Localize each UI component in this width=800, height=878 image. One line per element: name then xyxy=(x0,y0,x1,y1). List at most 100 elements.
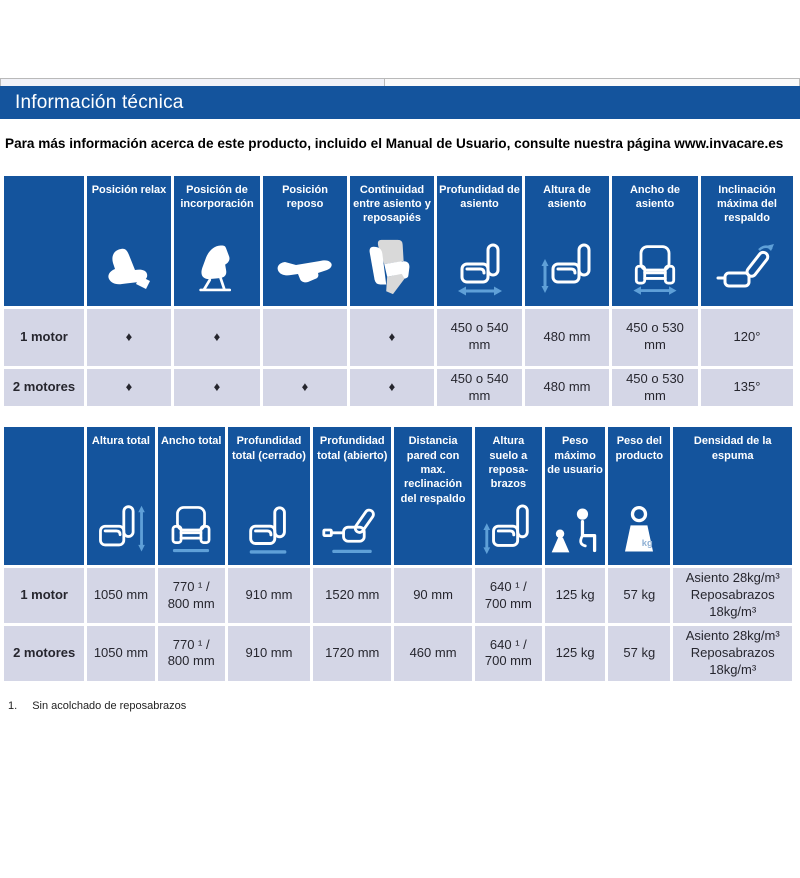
spec-cell: 480 mm xyxy=(525,368,609,407)
spec-cell: 770 ¹ / 800 mm xyxy=(157,626,225,681)
recliner-relax-icon xyxy=(87,243,171,299)
product-weight-icon: kg xyxy=(608,502,670,558)
remnant-cell-left xyxy=(1,79,386,86)
depth-open-icon xyxy=(313,502,391,558)
col-ancho-total: Ancho total xyxy=(157,427,225,566)
column-label: Profundidad de asiento xyxy=(439,183,520,210)
row-label: 2 motores xyxy=(4,368,84,407)
col-peso-maximo-usuario: Peso máximo de usuario xyxy=(544,427,606,566)
seat-height-icon xyxy=(525,241,609,299)
spec-cell: 1720 mm xyxy=(313,626,392,681)
spec-cell: 640 ¹ / 700 mm xyxy=(474,568,542,624)
row-label: 2 motores xyxy=(4,626,85,681)
spec-cell: 450 o 540 mm xyxy=(437,308,522,366)
spec-cell: ♦ xyxy=(174,308,260,366)
spec-cell: 450 o 530 mm xyxy=(612,308,698,366)
col-profundidad-cerrado: Profundidad total (cerrado) xyxy=(227,427,311,566)
col-altura-suelo-reposabrazos: Altura suelo a reposa-brazos xyxy=(474,427,542,566)
page-title: Información técnica xyxy=(15,91,184,113)
spec-cell: 450 o 530 mm xyxy=(612,368,698,407)
spec-cell: 1520 mm xyxy=(313,568,392,624)
column-label: Posición relax xyxy=(91,183,167,196)
column-label: Altura total xyxy=(91,435,150,448)
remnant-cell-right xyxy=(385,79,799,86)
spec-cell: ♦ xyxy=(87,368,171,407)
seat-width-icon xyxy=(612,241,698,299)
column-label: Posición reposo xyxy=(282,183,328,210)
spec-cell: Asiento 28kg/m³ Reposabrazos 18kg/m³ xyxy=(673,568,792,624)
backrest-recline-icon xyxy=(701,242,793,290)
section-title-bar: Información técnica xyxy=(0,86,800,119)
col-peso-producto: Peso del producto kg xyxy=(608,427,671,566)
spec-cell: 460 mm xyxy=(394,626,472,681)
spec-cell: Asiento 28kg/m³ Reposabrazos 18kg/m³ xyxy=(673,626,792,681)
column-label: Peso del producto xyxy=(615,435,664,462)
floor-to-armrest-icon xyxy=(475,502,542,558)
column-label: Profundidad total (abierto) xyxy=(317,435,388,462)
spec-cell: 450 o 540 mm xyxy=(437,368,522,407)
column-label: Ancho total xyxy=(160,435,222,448)
spec-cell: 120° xyxy=(701,308,793,366)
column-label: Peso máximo de usuario xyxy=(547,435,603,477)
total-height-icon xyxy=(87,502,154,558)
column-label: Continuidad entre asiento y reposapiés xyxy=(353,183,431,225)
recliner-rest-icon xyxy=(263,244,347,288)
seat-depth-icon xyxy=(437,241,522,299)
col-ancho-asiento: Ancho de asiento xyxy=(612,175,698,306)
footnote: 1. Sin acolchado de reposabrazos xyxy=(8,700,800,712)
column-label: Altura de asiento xyxy=(543,183,591,210)
spec-cell: 640 ¹ / 700 mm xyxy=(474,626,542,681)
col-posicion-relax: Posición relax xyxy=(87,175,171,306)
spec-cell: 125 kg xyxy=(544,626,606,681)
row-label: 1 motor xyxy=(4,568,85,624)
spec-cell: 57 kg xyxy=(608,568,671,624)
spec-cell: ♦ xyxy=(263,368,347,407)
column-label: Altura suelo a reposa-brazos xyxy=(488,435,529,491)
positions-table: Posición relax Posición de incorporación… xyxy=(1,173,796,410)
col-posicion-incorporacion: Posición de incorporación xyxy=(174,175,260,306)
spec-cell: 135° xyxy=(701,368,793,407)
dimensions-table: Altura total Ancho total xyxy=(1,424,795,683)
recliner-lift-icon xyxy=(174,241,260,299)
spec-cell: ♦ xyxy=(174,368,260,407)
depth-closed-icon xyxy=(228,502,310,558)
column-label: Distancia pared con max. reclinación del… xyxy=(400,435,466,505)
column-label: Inclinación máxima del respaldo xyxy=(717,183,777,225)
spec-cell: ♦ xyxy=(350,308,434,366)
spec-cell: ♦ xyxy=(350,368,434,407)
column-label: Ancho de asiento xyxy=(629,183,681,210)
corner-cell xyxy=(4,427,85,566)
footnote-number: 1. xyxy=(8,699,18,712)
spec-cell: ♦ xyxy=(87,308,171,366)
spec-cell: 910 mm xyxy=(227,626,311,681)
corner-cell xyxy=(4,175,84,306)
spec-cell: 90 mm xyxy=(394,568,472,624)
col-posicion-reposo: Posición reposo xyxy=(263,175,347,306)
spec-cell: 480 mm xyxy=(525,308,609,366)
col-profundidad-asiento: Profundidad de asiento xyxy=(437,175,522,306)
col-continuidad-asiento-reposapies: Continuidad entre asiento y reposapiés xyxy=(350,175,434,306)
row-label: 1 motor xyxy=(4,308,84,366)
col-inclinacion-respaldo: Inclinación máxima del respaldo xyxy=(701,175,793,306)
total-width-icon xyxy=(158,502,225,558)
spec-cell: 57 kg xyxy=(608,626,671,681)
max-user-weight-icon xyxy=(545,502,605,558)
spec-cell: 1050 mm xyxy=(87,568,155,624)
cropped-table-remnant xyxy=(0,78,800,86)
spec-cell: 125 kg xyxy=(544,568,606,624)
intro-text: Para más información acerca de este prod… xyxy=(5,136,784,151)
spec-cell: 910 mm xyxy=(227,568,311,624)
spec-cell: 1050 mm xyxy=(87,626,155,681)
col-altura-asiento: Altura de asiento xyxy=(525,175,609,306)
column-label: Profundidad total (cerrado) xyxy=(231,435,306,462)
recliner-continuous-icon xyxy=(350,237,434,299)
col-profundidad-abierto: Profundidad total (abierto) xyxy=(313,427,392,566)
column-label: Densidad de la espuma xyxy=(693,435,772,462)
kg-label: kg xyxy=(642,538,653,548)
column-label: Posición de incorporación xyxy=(180,183,254,210)
col-densidad-espuma: Densidad de la espuma xyxy=(673,427,792,566)
col-distancia-pared: Distancia pared con max. reclinación del… xyxy=(394,427,472,566)
spec-cell: 770 ¹ / 800 mm xyxy=(157,568,225,624)
footnote-text: Sin acolchado de reposabrazos xyxy=(32,699,187,712)
spec-cell xyxy=(263,308,347,366)
